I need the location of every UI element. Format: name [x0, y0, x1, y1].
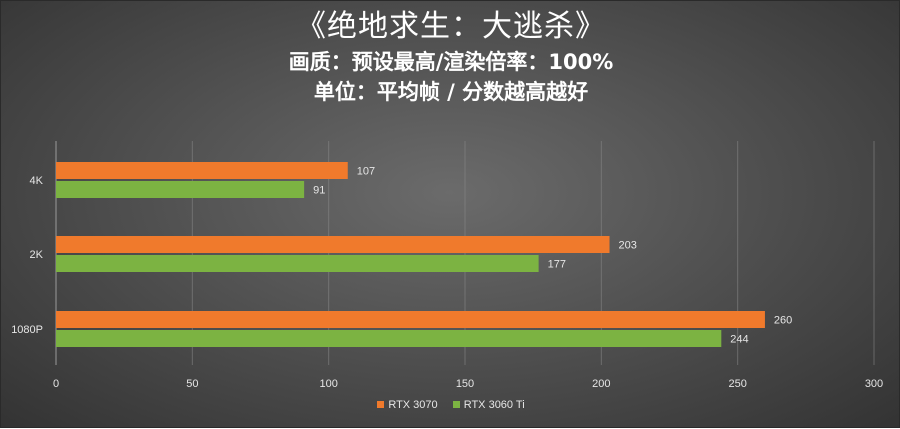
chart-subtitle-unit: 单位：平均帧 / 分数越高越好	[313, 80, 589, 104]
data-label: 203	[619, 240, 637, 252]
x-tick-label: 250	[728, 378, 746, 390]
x-tick-label: 100	[319, 378, 337, 390]
data-label: 244	[730, 334, 748, 346]
y-category-label: 1080P	[11, 324, 43, 336]
bar-rtx3070	[56, 236, 610, 253]
x-tick-label: 300	[865, 378, 883, 390]
data-label: 177	[548, 259, 566, 271]
bar-rtx3070	[56, 311, 765, 328]
x-tick-label: 50	[186, 378, 198, 390]
y-category-label: 4K	[30, 175, 44, 187]
chart-subtitle-quality: 画质：预设最高/渲染倍率：100%	[288, 50, 614, 74]
bar-rtx3070	[56, 162, 348, 179]
y-category-label: 2K	[30, 249, 44, 261]
data-label: 260	[774, 315, 792, 327]
legend-item-rtx3060ti: RTX 3060 Ti	[452, 399, 525, 411]
legend-swatch-rtx3070	[377, 401, 385, 408]
bar-rtx3060ti	[56, 255, 539, 272]
chart-legend: RTX 3070 RTX 3060 Ti	[1, 399, 900, 411]
chart-title: 《绝地求生：大逃杀》	[296, 9, 606, 44]
bar-rtx3060ti	[56, 330, 722, 347]
legend-swatch-rtx3060ti	[452, 401, 460, 408]
x-tick-label: 150	[456, 378, 474, 390]
legend-label-rtx3060ti: RTX 3060 Ti	[463, 399, 525, 411]
data-label: 107	[357, 166, 375, 178]
x-tick-label: 200	[592, 378, 610, 390]
legend-label-rtx3070: RTX 3070	[388, 399, 438, 411]
bar-rtx3060ti	[56, 181, 305, 198]
data-label: 91	[313, 185, 325, 197]
chart-titles: 《绝地求生：大逃杀》 画质：预设最高/渲染倍率：100% 单位：平均帧 / 分数…	[1, 7, 900, 107]
x-tick-label: 0	[53, 378, 59, 390]
legend-item-rtx3070: RTX 3070	[377, 399, 438, 411]
